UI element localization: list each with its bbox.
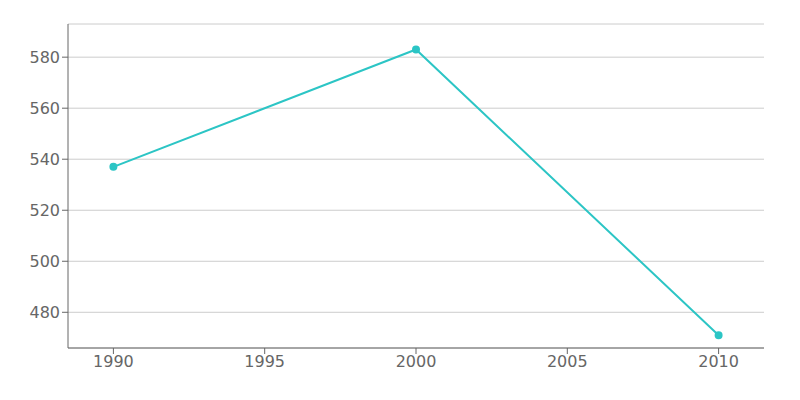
svg-text:2000: 2000 xyxy=(396,352,437,371)
svg-text:2010: 2010 xyxy=(698,352,739,371)
svg-text:540: 540 xyxy=(29,150,60,169)
svg-text:2005: 2005 xyxy=(547,352,588,371)
svg-text:520: 520 xyxy=(29,201,60,220)
svg-text:580: 580 xyxy=(29,48,60,67)
svg-text:1995: 1995 xyxy=(244,352,285,371)
svg-text:500: 500 xyxy=(29,252,60,271)
svg-text:480: 480 xyxy=(29,303,60,322)
svg-text:560: 560 xyxy=(29,99,60,118)
svg-text:1990: 1990 xyxy=(93,352,134,371)
